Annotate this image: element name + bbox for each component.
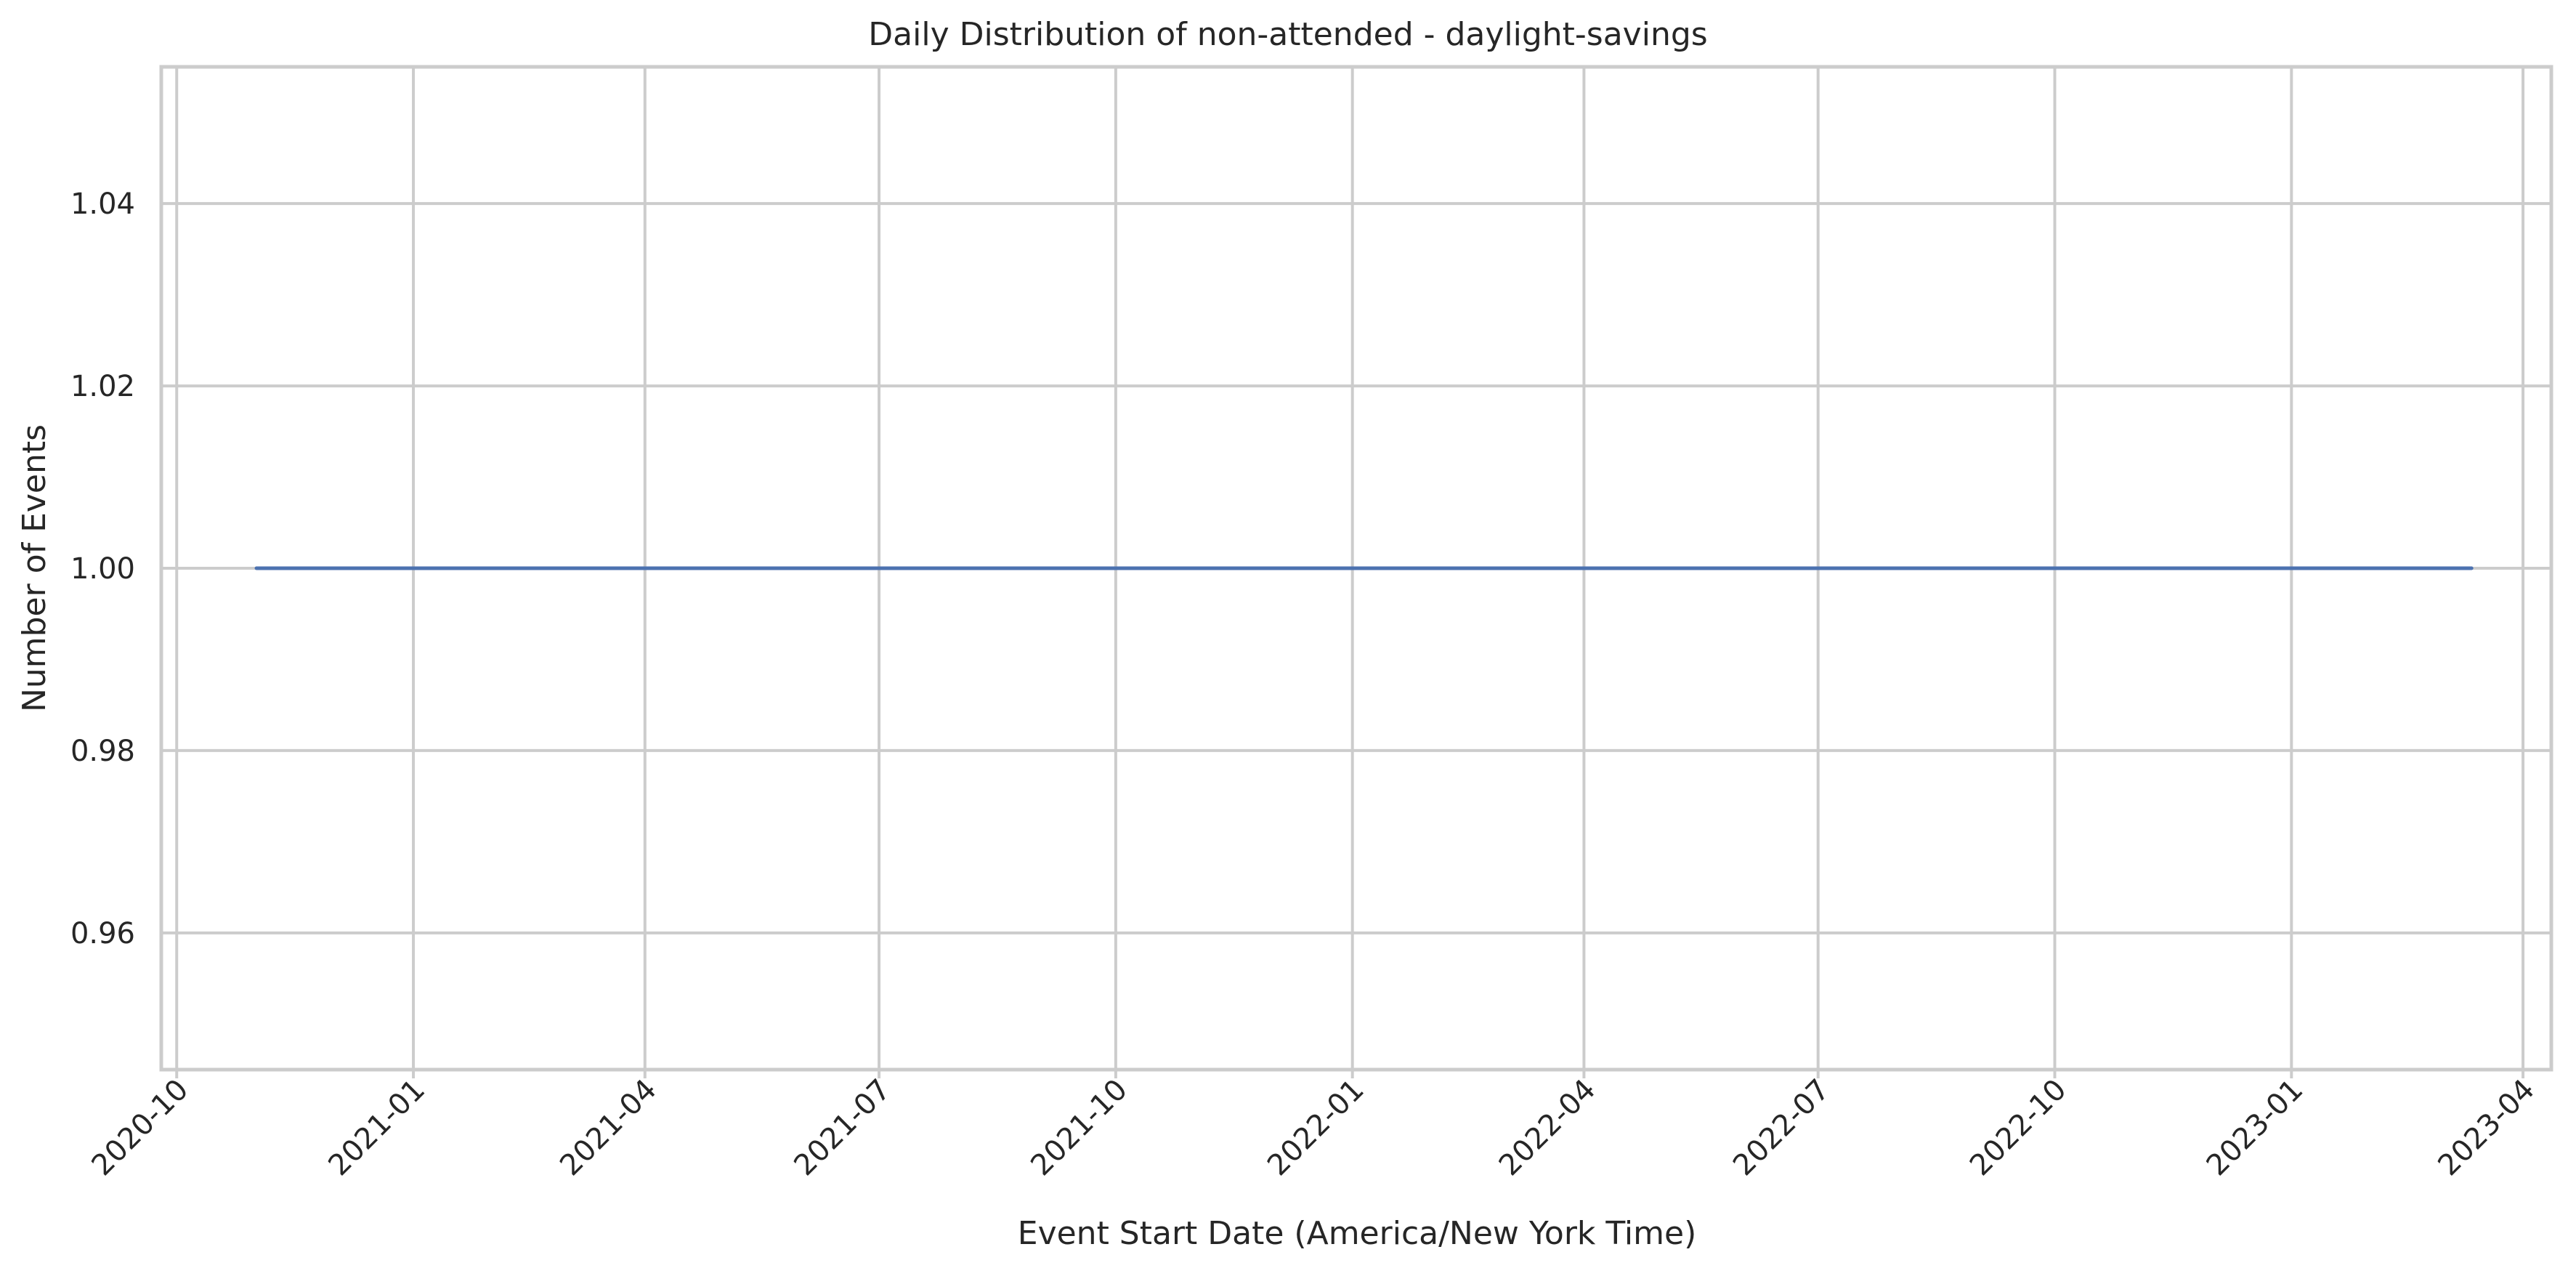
x-tick-label: 2022-01 (1261, 1073, 1371, 1183)
x-axis-label: Event Start Date (America/New York Time) (1018, 1215, 1696, 1252)
y-tick-label: 1.04 (70, 187, 135, 221)
x-tick-label: 2023-01 (2200, 1073, 2310, 1183)
axis-ticks: 2020-10 2021-01 2021-04 2021-07 2021-10 2022-… (70, 187, 2541, 1182)
x-tick-label: 2022-10 (1964, 1073, 2073, 1183)
x-tick-label: 2022-07 (1727, 1073, 1836, 1183)
x-tick-label: 2023-04 (2431, 1073, 2541, 1183)
y-tick-label: 1.02 (70, 370, 135, 403)
x-tick-label: 2021-07 (787, 1073, 897, 1183)
y-tick-label: 0.98 (70, 735, 135, 768)
y-axis-label: Number of Events (16, 424, 53, 712)
x-tick-label: 2021-04 (554, 1073, 663, 1183)
x-tick-label: 2021-10 (1024, 1073, 1134, 1183)
x-tick-label: 2020-10 (86, 1073, 195, 1183)
plot-frame (159, 65, 2553, 1072)
x-tick-label: 2022-04 (1493, 1073, 1603, 1183)
y-tick-label: 1.00 (70, 552, 135, 586)
y-tick-label: 0.96 (70, 917, 135, 950)
x-tick-label: 2021-01 (322, 1073, 432, 1183)
chart-title: Daily Distribution of non-attended - day… (868, 16, 1707, 53)
